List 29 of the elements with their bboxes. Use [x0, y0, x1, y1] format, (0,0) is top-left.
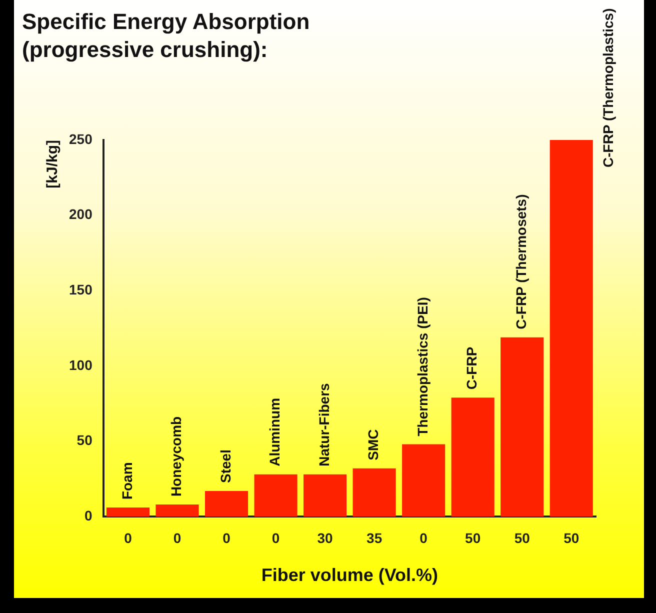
x-tick-label: 0 — [222, 530, 231, 546]
annotation: Steel — [217, 450, 234, 483]
x-axis-title: Fiber volume (Vol.%) — [261, 565, 438, 586]
y-tick-label: 150 — [69, 282, 93, 298]
y-tick-label: 50 — [76, 432, 93, 448]
text: C-FRP (Thermoplastics) — [600, 8, 616, 168]
y-tick-label: 0 — [84, 507, 93, 524]
annotation: SMC — [365, 429, 382, 460]
annotation: Foam — [118, 462, 135, 500]
x-tick-label: 30 — [317, 530, 334, 546]
annotation: Thermoplastics (PEI) — [414, 297, 430, 436]
x-tick-label: 0 — [272, 530, 280, 546]
x-tick-label: 35 — [366, 530, 382, 546]
y-tick-label: 100 — [69, 356, 93, 373]
x-tick-label: 0 — [420, 530, 428, 546]
annotation: C-FRP (Thermosets) — [512, 194, 529, 330]
x-tick-label: 50 — [514, 530, 530, 546]
x-tick-label: 0 — [124, 530, 132, 546]
chart-title: Specific Energy Absorption (progressive crushing): — [22, 8, 311, 64]
annotation: Aluminum — [266, 398, 283, 466]
x-tick-label: 50 — [564, 530, 580, 546]
y-tick-label: 200 — [69, 206, 93, 222]
x-tick-label: 50 — [465, 530, 481, 546]
annotation: C-FRP — [464, 346, 480, 390]
y-axis-title: [kJ/kg] — [44, 140, 62, 188]
annotation: Natur-Fibers — [316, 382, 332, 466]
x-tick-label: 0 — [173, 530, 182, 546]
annotation: Honeycomb — [168, 416, 184, 497]
y-tick-label: 250 — [69, 130, 93, 147]
